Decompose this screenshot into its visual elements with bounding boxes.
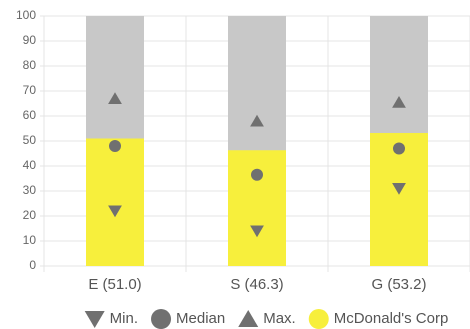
- legend-label: McDonald's Corp: [334, 310, 449, 327]
- legend-label: Min.: [110, 310, 138, 327]
- legend-label: Max.: [263, 310, 296, 327]
- y-tick-label: 10: [23, 233, 37, 247]
- bar: [370, 133, 428, 266]
- y-tick-label: 70: [23, 83, 37, 97]
- legend-swatch: [238, 310, 259, 327]
- legend-swatch: [151, 309, 172, 329]
- min-marker: [250, 225, 264, 238]
- y-tick-label: 90: [23, 33, 37, 47]
- max-marker: [108, 92, 122, 105]
- x-tick-label: G (53.2): [371, 276, 426, 293]
- max-marker: [392, 96, 406, 108]
- median-marker: [109, 140, 121, 152]
- legend-swatch: [84, 311, 105, 328]
- y-tick-label: 30: [23, 183, 37, 197]
- median-marker: [393, 142, 405, 155]
- y-tick-label: 80: [23, 58, 37, 72]
- y-tick-label: 0: [29, 258, 36, 272]
- min-marker: [108, 205, 122, 218]
- bar: [86, 138, 144, 266]
- legend-label: Median: [176, 310, 225, 327]
- median-marker: [251, 168, 263, 181]
- y-tick-label: 40: [23, 158, 37, 172]
- max-marker: [250, 114, 264, 127]
- bar: [228, 150, 286, 266]
- x-tick-label: E (51.0): [88, 276, 141, 293]
- y-tick-label: 20: [23, 208, 37, 222]
- legend-swatch: [308, 309, 329, 329]
- min-marker: [392, 182, 406, 195]
- y-tick-label: 100: [16, 8, 36, 22]
- y-tick-label: 60: [23, 108, 37, 122]
- x-tick-label: S (46.3): [230, 276, 283, 293]
- y-tick-label: 50: [23, 133, 37, 147]
